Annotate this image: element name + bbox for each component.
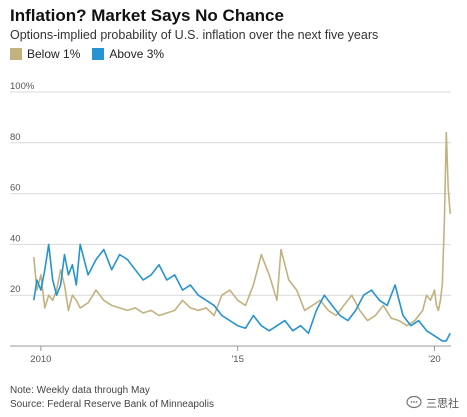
legend-item-above: Above 3% xyxy=(92,47,164,61)
watermark: 三思社 xyxy=(406,395,459,411)
chart-title: Inflation? Market Says No Chance xyxy=(10,6,284,25)
chat-bubble-icon xyxy=(406,395,422,409)
y-tick-label: 60 xyxy=(10,183,21,194)
line-chart: 20 40 60 80 100% 2010 '15 '20 xyxy=(10,81,451,365)
chart-source: Source: Federal Reserve Bank of Minneapo… xyxy=(10,399,214,410)
y-tick-label: 20 xyxy=(10,284,21,295)
y-tick-label: 80 xyxy=(10,132,21,143)
y-tick-label: 40 xyxy=(10,233,21,244)
legend-item-below: Below 1% xyxy=(10,47,80,61)
legend-swatch-above xyxy=(92,48,105,60)
x-tick-label: '20 xyxy=(428,354,440,365)
legend-swatch-below xyxy=(10,48,22,60)
chart-note: Note: Weekly data through May xyxy=(10,385,150,396)
chart-subtitle: Options-implied probability of U.S. infl… xyxy=(10,28,379,42)
chart-legend: Below 1% Above 3% xyxy=(10,47,176,61)
y-tick-label: 100% xyxy=(10,81,35,92)
watermark-text: 三思社 xyxy=(426,398,459,410)
x-tick-label: 2010 xyxy=(30,354,51,365)
x-axis-labels: 2010 '15 '20 xyxy=(30,346,441,365)
series-line-below-1pct xyxy=(33,131,451,327)
x-tick-label: '15 xyxy=(231,354,243,365)
legend-label-above: Above 3% xyxy=(109,47,165,61)
series-line-above-3pct xyxy=(33,243,451,342)
series-layer xyxy=(33,131,451,342)
legend-label-below: Below 1% xyxy=(27,47,81,61)
grid-layer xyxy=(10,91,451,347)
y-axis-labels: 20 40 60 80 100% xyxy=(10,81,35,295)
